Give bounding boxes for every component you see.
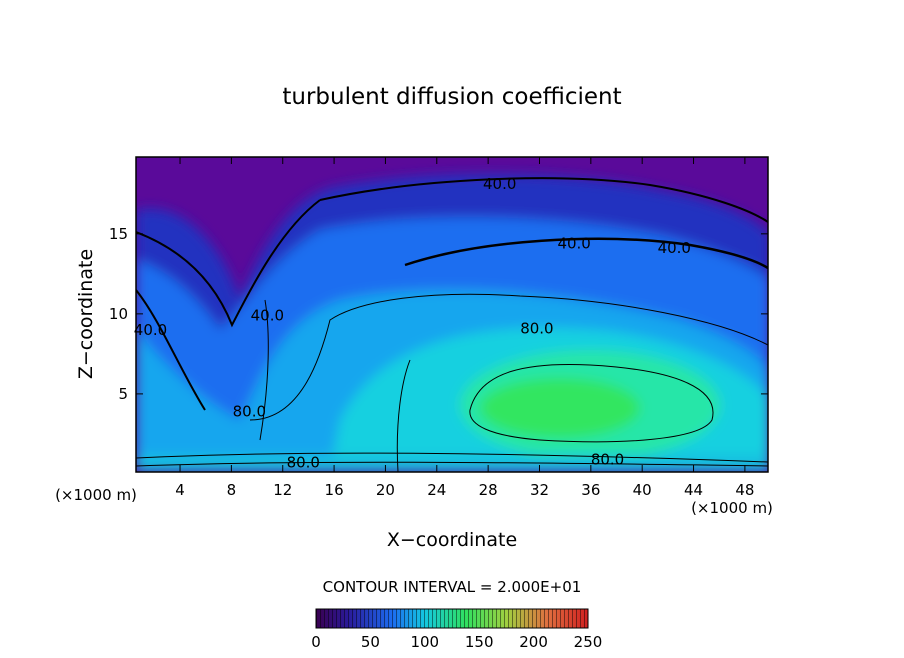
x-tick-label: 32 (530, 481, 549, 499)
x-tick-label: 44 (684, 481, 703, 499)
colorbar-tick-label: 200 (519, 633, 548, 651)
x-tick-label: 36 (581, 481, 600, 499)
x-tick-label: 8 (227, 481, 237, 499)
y-tick-label: 10 (109, 305, 128, 323)
contour-label: 40.0 (658, 239, 691, 257)
y-axis-title: Z−coordinate (75, 249, 97, 379)
x-tick-label: 40 (633, 481, 652, 499)
y-tick-label: 5 (118, 385, 128, 403)
colorbar-tick-label: 100 (410, 633, 439, 651)
contour-label: 80.0 (287, 454, 320, 472)
contour-label: 80.0 (233, 402, 266, 420)
x-tick-label: 4 (175, 481, 185, 499)
contour-label: 40.0 (483, 175, 516, 193)
x-axis-title: X−coordinate (387, 529, 517, 551)
colorbar-frame (315, 608, 589, 629)
contour-label: 80.0 (591, 451, 624, 469)
x-unit-label: (×1000 m) (55, 486, 137, 504)
x-tick-label: 16 (325, 481, 344, 499)
contour-label: 40.0 (134, 321, 167, 339)
colorbar-tick-label: 250 (574, 633, 603, 651)
chart-title: turbulent diffusion coefficient (282, 84, 621, 110)
colorbar-tick-label: 50 (361, 633, 380, 651)
colorbar-tick-label: 150 (465, 633, 494, 651)
plot-frame (135, 156, 769, 473)
x-tick-label: 48 (735, 481, 754, 499)
contour-label: 40.0 (557, 234, 590, 252)
y-tick-label: 15 (109, 225, 128, 243)
x-tick-label: 28 (479, 481, 498, 499)
x-tick-label: 24 (427, 481, 446, 499)
x-tick-label: 20 (376, 481, 395, 499)
x-unit-label: (×1000 m) (691, 499, 773, 517)
contour-label: 80.0 (520, 319, 553, 337)
colorbar-tick-label: 0 (311, 633, 321, 651)
contour-label: 40.0 (251, 306, 284, 324)
x-tick-label: 12 (273, 481, 292, 499)
contour-field (136, 157, 768, 472)
contour-interval: CONTOUR INTERVAL = 2.000E+01 (323, 578, 582, 596)
